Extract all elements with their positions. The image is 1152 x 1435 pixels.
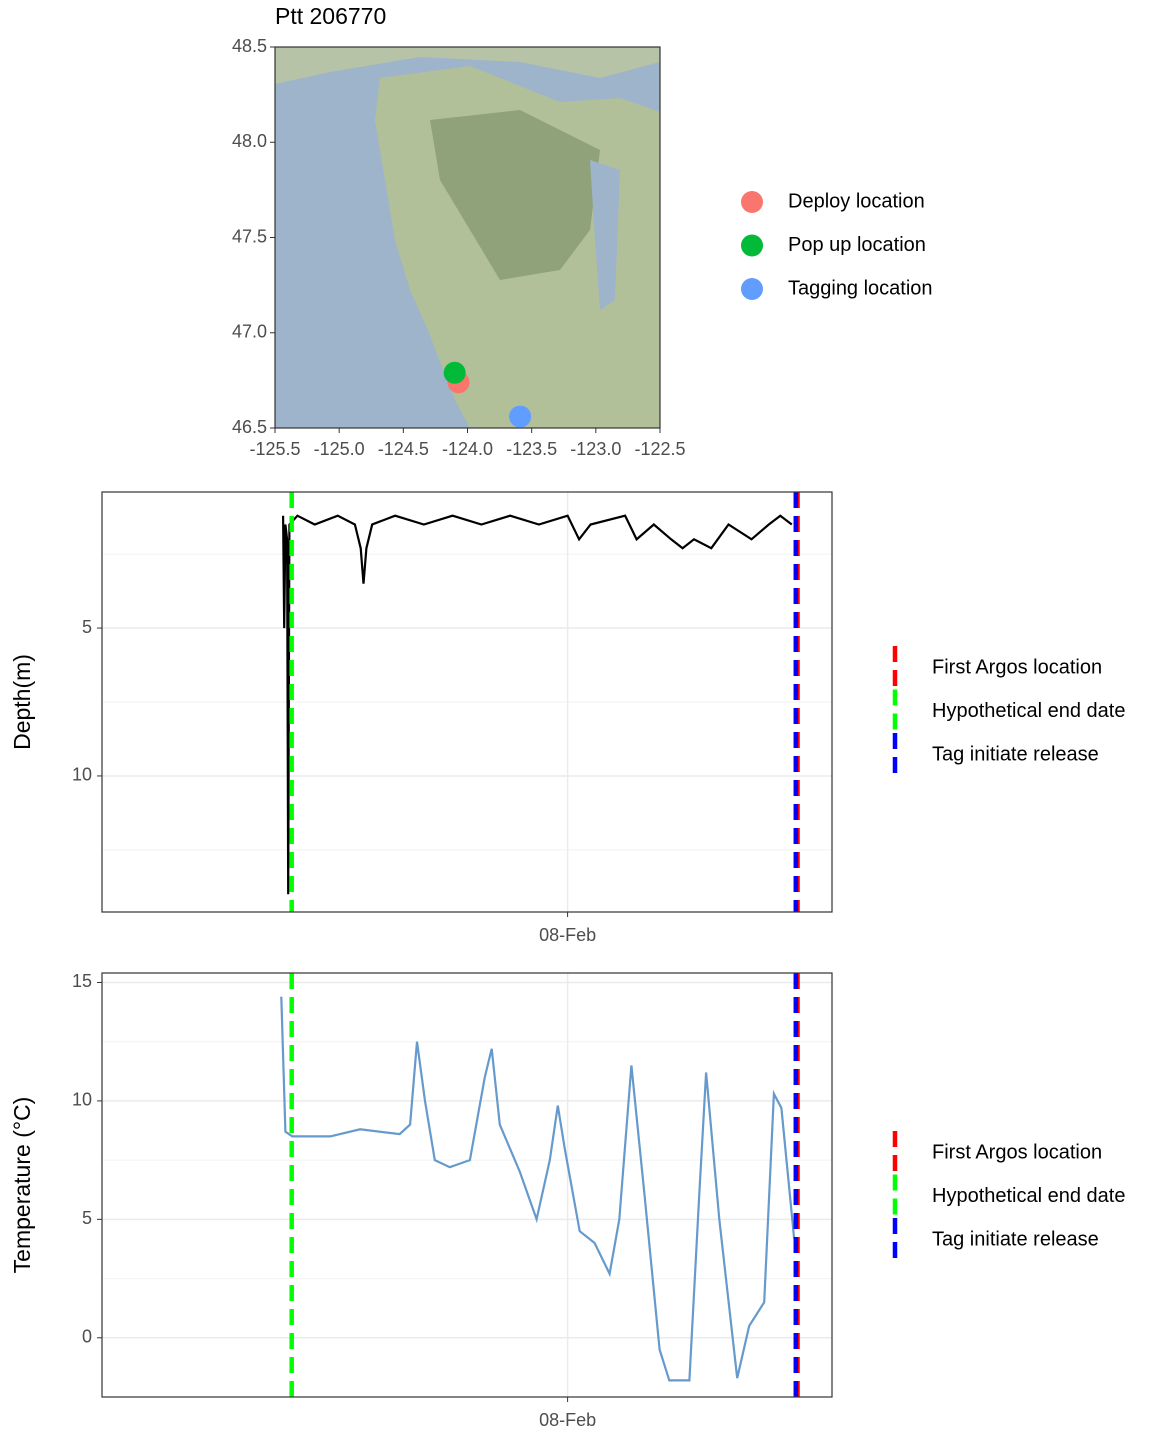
legend-key	[741, 234, 763, 257]
x-tick-label: -125.0	[314, 439, 365, 459]
map-background	[275, 47, 660, 428]
x-tick-label: -123.5	[506, 439, 557, 459]
x-tick-label: -125.5	[249, 439, 300, 459]
plot-background	[102, 973, 832, 1397]
legend-label: Tag initiate release	[932, 743, 1099, 765]
y-axis-title: Depth(m)	[9, 654, 35, 750]
x-tick-label: -124.0	[442, 439, 493, 459]
point	[443, 361, 466, 384]
legend-label: Deploy location	[788, 190, 925, 212]
land-north	[275, 47, 660, 84]
x-tick-label: 08-Feb	[539, 1410, 596, 1430]
y-tick-label: 48.5	[232, 36, 267, 56]
x-tick-label: -122.5	[634, 439, 685, 459]
legend-label: Tag initiate release	[932, 1228, 1099, 1250]
legend-key	[741, 191, 763, 213]
legend-label: Hypothetical end date	[932, 1185, 1125, 1207]
y-tick-label: 47.5	[232, 226, 267, 246]
plot-border	[101, 491, 833, 913]
x-tick-label: 08-Feb	[539, 925, 596, 945]
mountains	[430, 110, 600, 280]
y-tick-label: 5	[82, 617, 92, 637]
sound	[590, 160, 620, 310]
legend-label: First Argos location	[932, 656, 1102, 678]
data-line	[282, 514, 793, 895]
y-tick-label: 15	[72, 971, 92, 991]
legend-label: Pop up location	[788, 234, 926, 256]
y-tick-label: 47.0	[232, 322, 267, 342]
x-tick-label: -124.5	[378, 439, 429, 459]
y-axis-title: Temperature (°C)	[9, 1097, 35, 1274]
x-tick-label: -123.0	[570, 439, 621, 459]
y-tick-label: 48.0	[232, 131, 267, 151]
y-tick-label: 10	[72, 1090, 92, 1110]
legend-key	[741, 278, 763, 300]
plot-border	[101, 972, 833, 1398]
chart-title: Ptt 206770	[275, 3, 386, 29]
y-tick-label: 0	[82, 1327, 92, 1347]
y-tick-label: 10	[72, 765, 92, 785]
legend-label: Hypothetical end date	[932, 700, 1125, 722]
legend-label: First Argos location	[932, 1141, 1102, 1163]
data-line	[280, 996, 796, 1382]
legend-label: Tagging location	[788, 277, 933, 299]
y-tick-label: 5	[82, 1208, 92, 1228]
point	[509, 405, 532, 428]
y-tick-label: 46.5	[232, 417, 267, 437]
